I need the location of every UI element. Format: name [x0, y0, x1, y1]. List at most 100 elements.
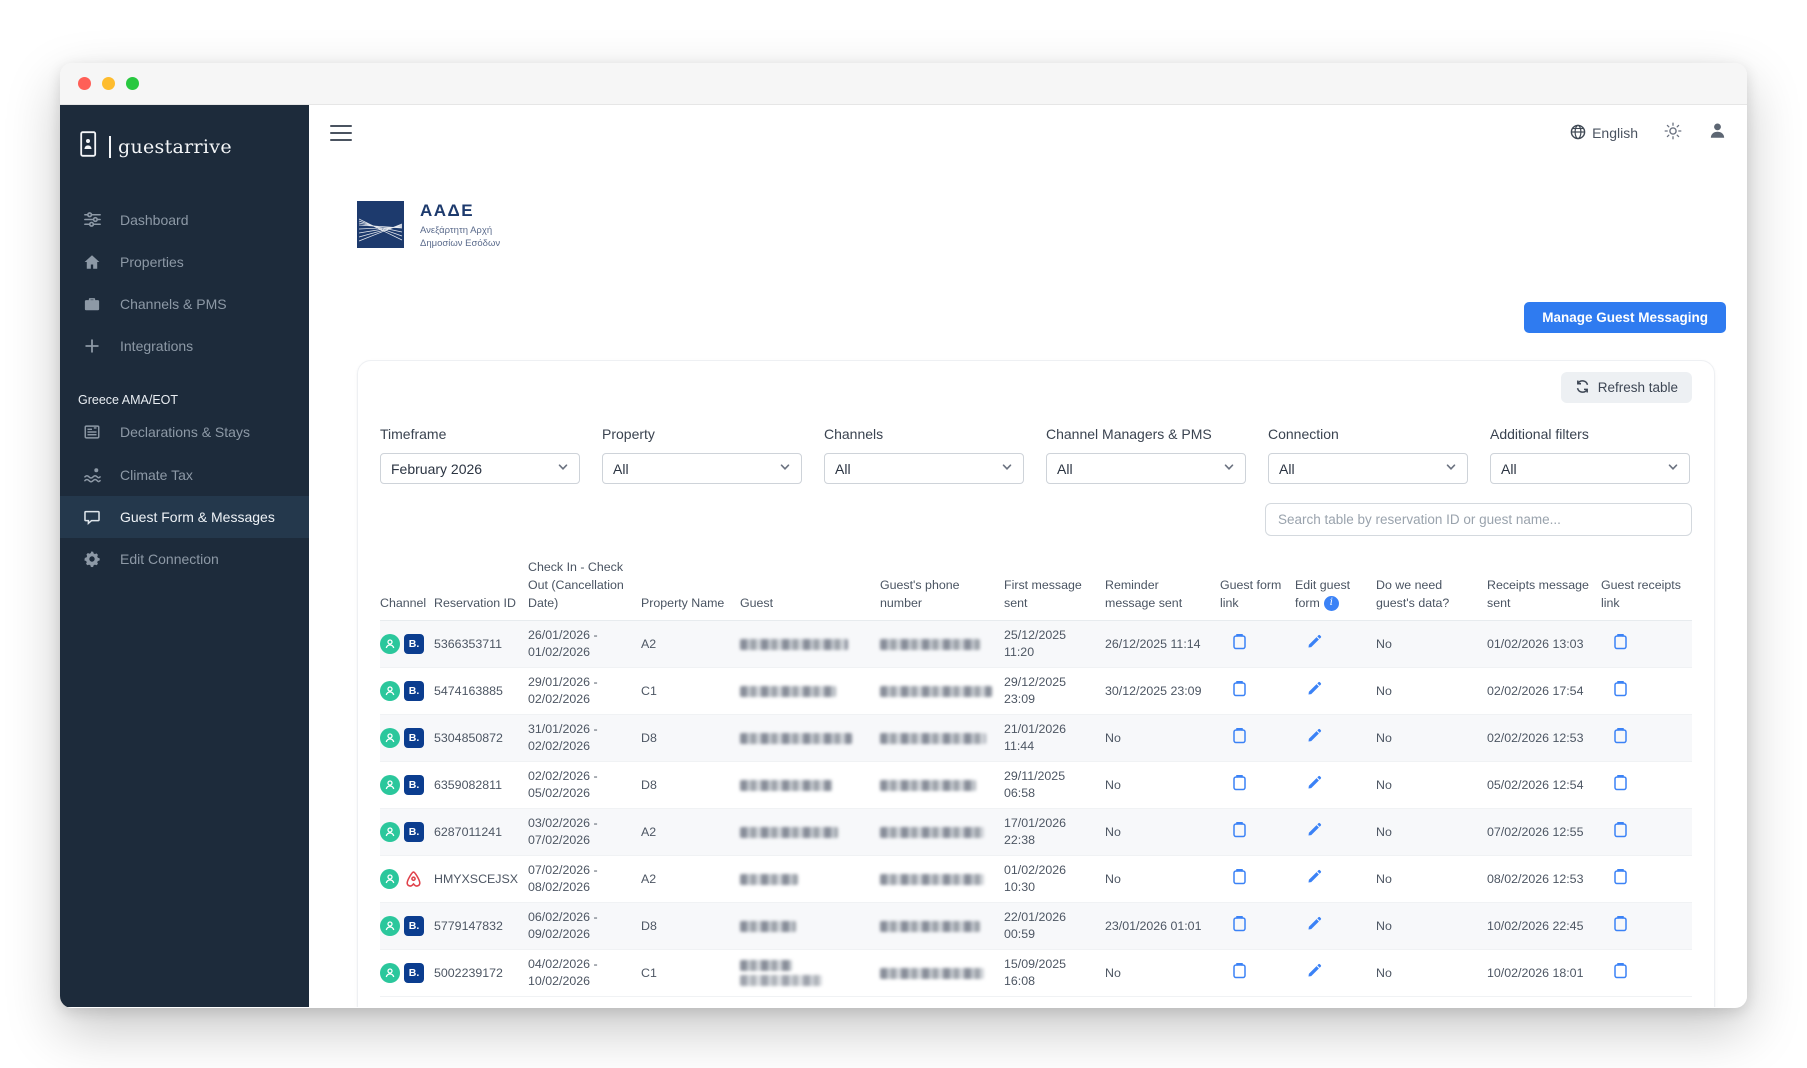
cell-receipts-message-sent: 07/02/2026 12:55 [1487, 824, 1584, 839]
filter-select-additional-filters[interactable]: All [1490, 453, 1690, 484]
cell-property-name: C1 [641, 683, 657, 698]
copy-guest-receipts-link-icon[interactable] [1613, 822, 1628, 841]
refresh-table-button[interactable]: Refresh table [1560, 372, 1692, 403]
sidebar-item-channels-pms[interactable]: Channels & PMS [60, 283, 309, 325]
cell-guest-form-link[interactable] [1220, 727, 1295, 749]
cell-edit-guest-form[interactable] [1295, 681, 1376, 701]
filter-label: Timeframe [380, 426, 447, 442]
manage-guest-messaging-button[interactable]: Manage Guest Messaging [1524, 302, 1726, 333]
sidebar-item-dashboard[interactable]: Dashboard [60, 198, 309, 241]
cell-guest-form-link[interactable] [1220, 915, 1295, 937]
filter-select-property[interactable]: All [602, 453, 802, 484]
chevron-down-icon [1445, 460, 1457, 478]
copy-guest-receipts-link-icon[interactable] [1613, 869, 1628, 888]
cell-guest-name [740, 732, 880, 744]
copy-guest-receipts-link-icon[interactable] [1613, 681, 1628, 700]
sidebar-item-climate-tax[interactable]: Climate Tax [60, 453, 309, 496]
theme-toggle-button[interactable] [1664, 122, 1682, 145]
redacted-text [880, 732, 986, 744]
filter-value: All [1501, 460, 1517, 477]
copy-guest-receipts-link-icon[interactable] [1613, 916, 1628, 935]
edit-guest-form-pencil-icon[interactable] [1307, 917, 1322, 934]
column-header-receipts-message-sent: Receipts message sent [1487, 578, 1589, 611]
edit-guest-form-pencil-icon[interactable] [1307, 776, 1322, 793]
filter-select-timeframe[interactable]: February 2026 [380, 453, 580, 484]
cell-guest-form-link[interactable] [1220, 633, 1295, 655]
copy-guest-receipts-link-icon[interactable] [1613, 634, 1628, 653]
copy-guest-form-link-icon[interactable] [1232, 963, 1247, 982]
cell-edit-guest-form[interactable] [1295, 775, 1376, 795]
info-icon[interactable]: i [1323, 596, 1339, 612]
cell-edit-guest-form[interactable] [1295, 869, 1376, 889]
sidebar-item-label: Dashboard [120, 211, 189, 228]
search-input[interactable] [1265, 503, 1692, 536]
cell-first-message-sent: 25/12/2025 11:20 [1004, 628, 1067, 659]
edit-guest-form-pencil-icon[interactable] [1307, 964, 1322, 981]
edit-guest-form-pencil-icon[interactable] [1307, 823, 1322, 840]
language-selector[interactable]: English [1570, 124, 1638, 143]
copy-guest-form-link-icon[interactable] [1232, 681, 1247, 700]
cell-guest-form-link[interactable] [1220, 821, 1295, 843]
channel-icons: B. [380, 916, 424, 936]
aade-logo-block: ΑΑΔΕ Ανεξάρτητη Αρχή Δημοσίων Εσόδων [357, 201, 500, 251]
filter-select-connection[interactable]: All [1268, 453, 1468, 484]
cell-guest-receipts-link[interactable] [1601, 962, 1692, 984]
copy-guest-form-link-icon[interactable] [1232, 916, 1247, 935]
cell-guest-form-link[interactable] [1220, 962, 1295, 984]
aade-title: ΑΑΔΕ [420, 201, 475, 220]
edit-guest-form-pencil-icon[interactable] [1307, 729, 1322, 746]
copy-guest-form-link-icon[interactable] [1232, 775, 1247, 794]
sidebar-item-guest-form-messages[interactable]: Guest Form & Messages [60, 496, 309, 538]
edit-guest-form-pencil-icon[interactable] [1307, 682, 1322, 699]
cell-guest-receipts-link[interactable] [1601, 774, 1692, 796]
cell-edit-guest-form[interactable] [1295, 963, 1376, 983]
cell-guest-name [740, 685, 880, 697]
filter-value: All [835, 460, 851, 477]
cell-guest-receipts-link[interactable] [1601, 821, 1692, 843]
cell-edit-guest-form[interactable] [1295, 916, 1376, 936]
edit-guest-form-pencil-icon[interactable] [1307, 635, 1322, 652]
sidebar-item-edit-connection[interactable]: Edit Connection [60, 538, 309, 580]
column-header-first-message-sent: First message sent [1004, 578, 1082, 611]
minimize-window-button[interactable] [102, 77, 115, 90]
copy-guest-form-link-icon[interactable] [1232, 869, 1247, 888]
copy-guest-form-link-icon[interactable] [1232, 634, 1247, 653]
copy-guest-form-link-icon[interactable] [1232, 822, 1247, 841]
cell-guest-receipts-link[interactable] [1601, 868, 1692, 890]
filter-select-channel-managers-pms[interactable]: All [1046, 453, 1246, 484]
cell-needs-guest-data: No [1376, 683, 1392, 698]
sidebar-item-declarations-stays[interactable]: Declarations & Stays [60, 411, 309, 453]
copy-guest-receipts-link-icon[interactable] [1613, 963, 1628, 982]
cell-edit-guest-form[interactable] [1295, 822, 1376, 842]
cell-property-name: A2 [641, 824, 657, 839]
cell-guest-receipts-link[interactable] [1601, 633, 1692, 655]
copy-guest-receipts-link-icon[interactable] [1613, 728, 1628, 747]
close-window-button[interactable] [78, 77, 91, 90]
cell-edit-guest-form[interactable] [1295, 634, 1376, 654]
cell-edit-guest-form[interactable] [1295, 728, 1376, 748]
edit-guest-form-pencil-icon[interactable] [1307, 870, 1322, 887]
cell-guest-receipts-link[interactable] [1601, 915, 1692, 937]
cell-guest-form-link[interactable] [1220, 774, 1295, 796]
plus-icon [82, 337, 102, 355]
cell-reminder-message-sent: 30/12/2025 23:09 [1105, 683, 1202, 698]
cell-guest-phone [880, 826, 1004, 838]
cell-guest-receipts-link[interactable] [1601, 680, 1692, 702]
menu-toggle-button[interactable] [330, 120, 352, 146]
sidebar-item-properties[interactable]: Properties [60, 241, 309, 283]
cell-reminder-message-sent: No [1105, 871, 1121, 886]
cell-receipts-message-sent: 10/02/2026 22:45 [1487, 918, 1584, 933]
cell-guest-form-link[interactable] [1220, 680, 1295, 702]
cell-channel [380, 869, 434, 890]
copy-guest-form-link-icon[interactable] [1232, 728, 1247, 747]
user-profile-button[interactable] [1708, 121, 1727, 145]
zoom-window-button[interactable] [126, 77, 139, 90]
booking-channel-icon: B. [404, 634, 424, 654]
cell-reservation-id: 5002239172 [434, 965, 503, 980]
column-header-channel: Channel [380, 596, 427, 611]
cell-guest-form-link[interactable] [1220, 868, 1295, 890]
cell-guest-receipts-link[interactable] [1601, 727, 1692, 749]
copy-guest-receipts-link-icon[interactable] [1613, 775, 1628, 794]
sidebar-item-integrations[interactable]: Integrations [60, 325, 309, 367]
filter-select-channels[interactable]: All [824, 453, 1024, 484]
